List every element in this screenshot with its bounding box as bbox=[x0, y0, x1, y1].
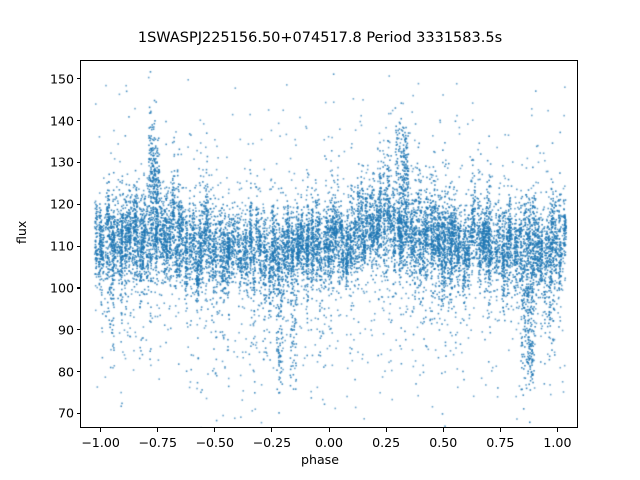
y-axis-label: flux bbox=[14, 220, 29, 244]
y-tick-label: 70 bbox=[57, 405, 74, 421]
y-tick-label: 90 bbox=[57, 322, 74, 338]
x-tick-mark bbox=[442, 428, 444, 432]
x-tick-mark bbox=[157, 428, 159, 432]
y-tick-label: 140 bbox=[49, 113, 74, 129]
y-tick-mark bbox=[76, 245, 80, 247]
x-tick-label: −0.75 bbox=[138, 435, 177, 450]
y-tick-mark bbox=[76, 161, 80, 164]
x-tick-mark bbox=[100, 428, 102, 432]
x-tick-mark bbox=[214, 428, 216, 432]
x-tick-label: 0.75 bbox=[486, 435, 515, 450]
x-tick-mark bbox=[499, 428, 501, 432]
y-tick-mark bbox=[76, 203, 80, 205]
y-tick-label: 80 bbox=[57, 364, 74, 380]
x-tick-mark bbox=[328, 428, 330, 432]
y-tick-mark bbox=[76, 412, 80, 414]
y-tick-mark bbox=[76, 78, 80, 80]
x-axis-label: phase bbox=[300, 452, 339, 467]
x-tick-label: −1.00 bbox=[81, 435, 120, 450]
y-tick-mark bbox=[76, 287, 80, 289]
x-tick-label: −0.25 bbox=[252, 435, 292, 450]
x-tick-mark bbox=[385, 428, 387, 432]
x-tick-label: 0.50 bbox=[429, 435, 458, 450]
scatter-points bbox=[81, 61, 577, 427]
y-tick-label: 120 bbox=[49, 196, 74, 212]
y-tick-label: 130 bbox=[49, 154, 74, 170]
y-tick-label: 110 bbox=[49, 238, 74, 254]
x-tick-label: 0.25 bbox=[372, 435, 401, 450]
x-tick-label: 1.00 bbox=[543, 435, 572, 450]
x-tick-label: −0.50 bbox=[195, 435, 235, 450]
y-tick-label: 100 bbox=[49, 280, 74, 296]
plot-area bbox=[80, 60, 578, 428]
x-tick-mark bbox=[556, 428, 559, 432]
y-tick-label: 150 bbox=[49, 71, 74, 87]
y-tick-mark bbox=[76, 120, 80, 122]
chart-title: 1SWASPJ225156.50+074517.8 Period 3331583… bbox=[137, 30, 503, 46]
x-tick-label: 0.00 bbox=[314, 435, 344, 450]
x-tick-mark bbox=[271, 428, 273, 432]
y-tick-mark bbox=[76, 329, 80, 331]
y-tick-mark bbox=[76, 371, 80, 373]
